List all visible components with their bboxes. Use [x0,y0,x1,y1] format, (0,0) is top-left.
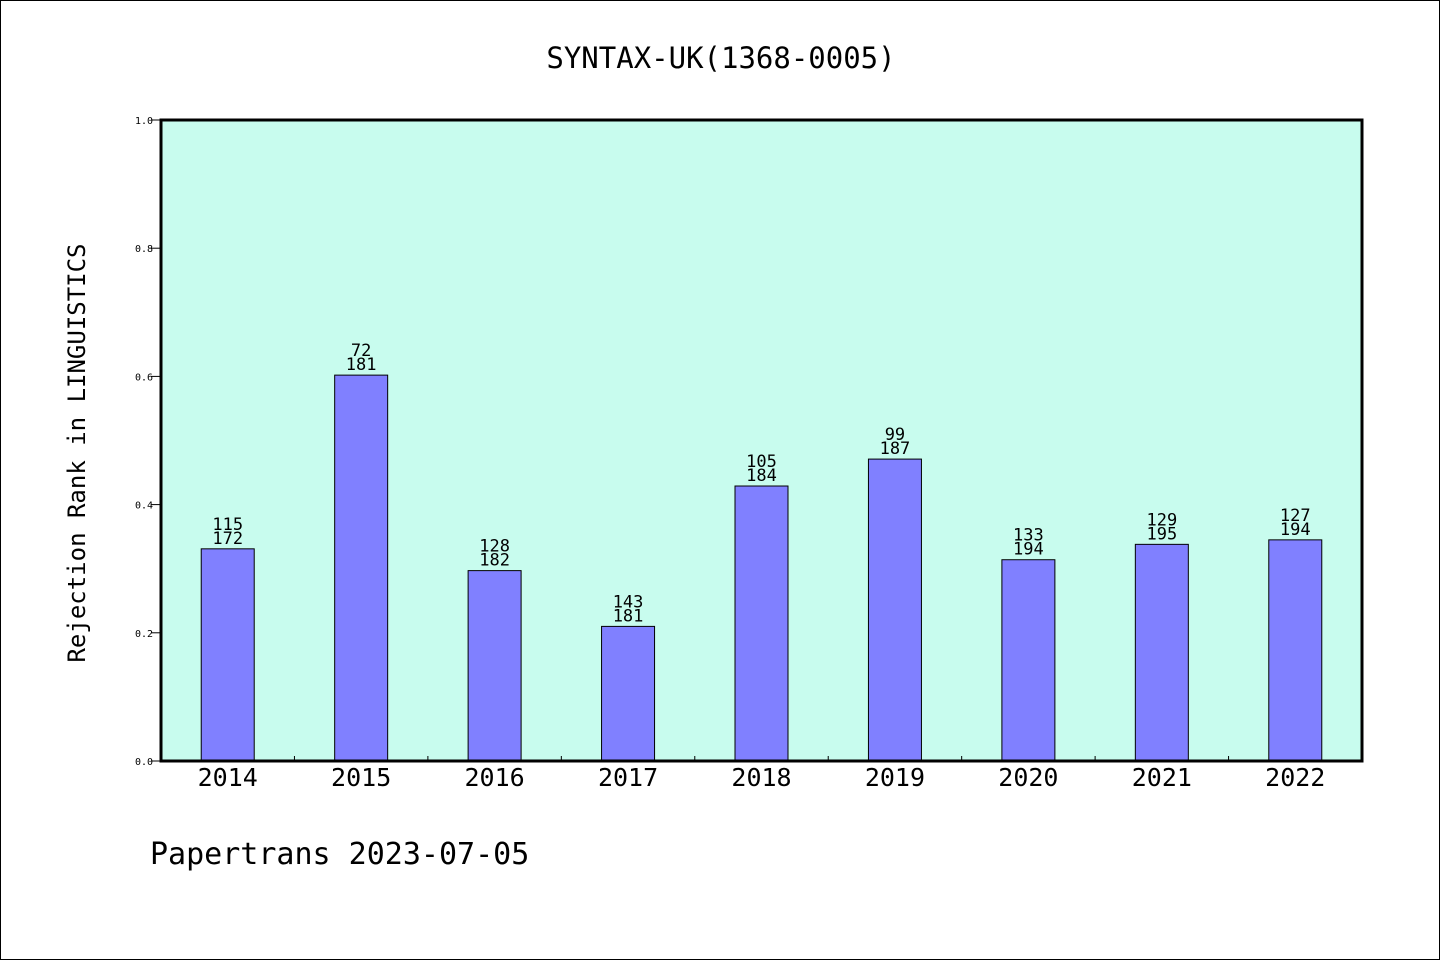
x-axis: 2014 2015 2016 2017 2018 2019 2020 2021 2022 [198,756,1325,792]
data-label-rank-2014: 115 [212,515,243,535]
bar-2015 [334,374,389,762]
x-tick-label-2016: 2016 [465,763,525,792]
data-label-total-2021: 195 [1146,524,1177,544]
y-tick-label: 0.6 [135,372,153,383]
data-label-rank-2022: 127 [1280,506,1311,526]
data-label-total-2014: 172 [212,529,243,549]
data-label-rank-2015: 72 [351,341,371,361]
data-label-total-2016: 182 [479,551,510,571]
x-tick-label-2014: 2014 [198,763,258,792]
bar-2016 [467,570,522,762]
x-tick-label-2020: 2020 [998,763,1058,792]
data-label-rank-2018: 105 [746,452,777,472]
chart-title: SYNTAX-UK(1368-0005) [546,41,895,75]
data-label-total-2022: 194 [1280,520,1311,540]
y-tick-label: 0.8 [135,244,153,255]
data-label-rank-2021: 129 [1146,510,1177,530]
data-label-total-2015: 181 [346,355,377,375]
x-tick-label-2017: 2017 [598,763,658,792]
data-label-rank-2019: 99 [885,425,905,445]
data-label-total-2020: 194 [1013,540,1044,560]
bar-2022 [1268,539,1323,762]
footer-text: Papertrans 2023-07-05 [150,837,529,872]
bars-layer: 1151727218112818214318110518499187133194… [200,341,1323,762]
y-tick-label: 1.0 [135,116,153,127]
data-label-rank-2017: 143 [613,592,644,612]
bar-2018 [734,485,789,762]
x-tick-label-2021: 2021 [1132,763,1192,792]
y-axis-label: Rejection Rank in LINGUISTICS [63,243,91,662]
x-tick-label-2019: 2019 [865,763,925,792]
plot-border [159,118,1364,763]
x-tick-label-2015: 2015 [331,763,391,792]
bar-2020 [1001,559,1056,762]
y-axis: 0.0 0.2 0.4 0.6 0.8 1.0 [135,116,161,768]
data-label-rank-2020: 133 [1013,526,1044,546]
bar-2014 [200,548,255,762]
y-tick-label: 0.4 [135,501,153,512]
x-tick-label-2018: 2018 [731,763,791,792]
y-tick-label: 0.2 [135,629,153,640]
x-tick-label-2022: 2022 [1265,763,1325,792]
bar-2021 [1134,543,1189,762]
bar-2017 [601,625,656,762]
data-label-total-2019: 187 [880,439,911,459]
data-label-total-2017: 181 [613,606,644,626]
bar-2019 [867,458,922,762]
y-tick-label: 0.0 [135,757,153,768]
data-label-rank-2016: 128 [479,537,510,557]
data-label-total-2018: 184 [746,466,777,486]
